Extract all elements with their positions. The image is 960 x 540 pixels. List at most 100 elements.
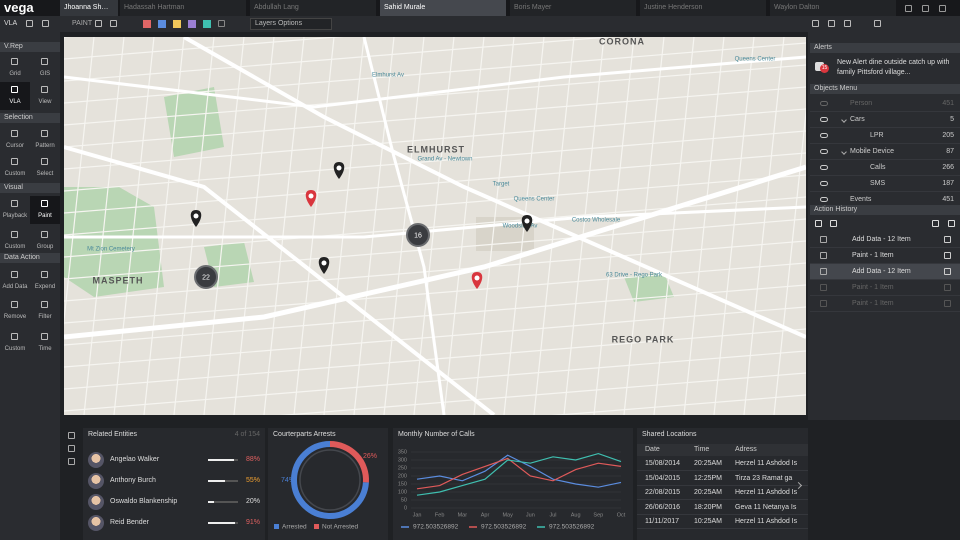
street bbox=[293, 37, 335, 415]
street bbox=[64, 108, 806, 170]
tab[interactable]: Hadassah Hartman bbox=[120, 0, 246, 16]
paint-label: PAINT bbox=[72, 20, 93, 27]
color-swatch[interactable] bbox=[203, 20, 211, 28]
table-cell: 10:25AM bbox=[694, 518, 723, 525]
color-swatch[interactable] bbox=[143, 20, 151, 28]
tool-button[interactable]: Playback bbox=[0, 196, 30, 224]
street bbox=[64, 306, 806, 368]
icon bbox=[11, 333, 18, 340]
mode-label[interactable]: VLA bbox=[4, 20, 18, 27]
panel-title: Action History bbox=[814, 206, 858, 213]
icon bbox=[874, 20, 881, 27]
tool-label: Expend bbox=[34, 284, 56, 290]
tool-button[interactable]: Cursor bbox=[0, 126, 30, 154]
dropdown-label: Layers Options bbox=[255, 20, 303, 27]
object-label: Calls bbox=[870, 164, 886, 171]
tool-button[interactable]: Group bbox=[30, 227, 60, 255]
icon bbox=[68, 445, 75, 452]
object-row[interactable]: Mobile Device 87 bbox=[810, 144, 960, 160]
street bbox=[64, 284, 806, 346]
color-swatch[interactable] bbox=[173, 20, 181, 28]
column-header: Date bbox=[645, 446, 660, 453]
layers-dropdown[interactable]: Layers Options bbox=[250, 18, 332, 30]
alert-text: New Alert dine outside catch up with fam… bbox=[837, 59, 950, 76]
toolbar bbox=[0, 16, 960, 32]
tool-button[interactable]: Grid bbox=[0, 54, 30, 82]
tool-button[interactable]: Remove bbox=[0, 297, 30, 325]
panel-header bbox=[810, 43, 960, 53]
tab[interactable]: Justine Henderson bbox=[640, 0, 766, 16]
tool-button[interactable]: Time bbox=[30, 329, 60, 357]
history-row[interactable]: Add Data - 12 Item bbox=[810, 232, 960, 248]
map-label: REGO PARK bbox=[612, 334, 675, 344]
history-row[interactable]: Paint - 1 Item bbox=[810, 296, 960, 312]
history-row[interactable]: Paint - 1 Item bbox=[810, 280, 960, 296]
tool-button[interactable]: View bbox=[30, 82, 60, 110]
icon bbox=[830, 220, 837, 227]
major-road bbox=[64, 55, 806, 109]
history-row[interactable]: Add Data - 12 Item bbox=[810, 264, 960, 280]
park bbox=[164, 87, 224, 157]
table-row-line bbox=[637, 499, 808, 500]
entity-name: Anthony Burch bbox=[110, 477, 156, 484]
icon bbox=[944, 236, 951, 243]
icon bbox=[944, 284, 951, 291]
object-row[interactable]: LPR 205 bbox=[810, 128, 960, 144]
cluster[interactable] bbox=[406, 223, 430, 247]
tab[interactable]: Waylon Dalton bbox=[770, 0, 896, 16]
history-label: Add Data - 12 Item bbox=[852, 236, 911, 243]
icon bbox=[218, 20, 225, 27]
entity-value: 91% bbox=[245, 519, 260, 526]
logo: vega bbox=[4, 0, 34, 15]
tab[interactable]: Jhoanna Shffery Murder bbox=[60, 0, 118, 16]
icon bbox=[932, 220, 939, 227]
history-label: Add Data - 12 Item bbox=[852, 268, 911, 275]
object-row[interactable]: Cars 5 bbox=[810, 112, 960, 128]
street bbox=[563, 37, 605, 415]
panel-header bbox=[810, 84, 960, 94]
tool-button[interactable]: Expend bbox=[30, 267, 60, 295]
color-swatch[interactable] bbox=[188, 20, 196, 28]
donut-label: 26% bbox=[363, 453, 377, 460]
cluster[interactable] bbox=[194, 265, 218, 289]
entity-count: 4 of 154 bbox=[234, 431, 260, 438]
object-row[interactable]: Person 451 bbox=[810, 96, 960, 112]
icon bbox=[815, 220, 822, 227]
icon bbox=[41, 86, 48, 93]
object-row[interactable]: Calls 266 bbox=[810, 160, 960, 176]
x-tick-label: Oct bbox=[617, 512, 626, 518]
tool-button[interactable]: Filter bbox=[30, 297, 60, 325]
column-header: Adress bbox=[735, 446, 757, 453]
tab-label: Jhoanna Shffery Murder bbox=[64, 4, 110, 11]
tab[interactable]: Sahid Murale bbox=[380, 0, 506, 16]
street bbox=[64, 37, 95, 327]
tab[interactable]: Abdullah Lang bbox=[250, 0, 376, 16]
street bbox=[113, 37, 155, 415]
eye-icon bbox=[820, 101, 828, 106]
map-label: Queens Center bbox=[514, 197, 555, 203]
object-row[interactable]: SMS 187 bbox=[810, 176, 960, 192]
tool-button[interactable]: GIS bbox=[30, 54, 60, 82]
legend-label: Arrested bbox=[282, 524, 307, 531]
tool-button[interactable]: VLA bbox=[0, 82, 30, 110]
tool-button[interactable]: Custom bbox=[0, 227, 30, 255]
tool-button[interactable]: Add Data bbox=[0, 267, 30, 295]
tool-button[interactable]: Custom bbox=[0, 154, 30, 182]
pin-dot bbox=[474, 275, 480, 281]
tab[interactable]: Boris Mayer bbox=[510, 0, 636, 16]
tool-button[interactable]: Custom bbox=[0, 329, 30, 357]
y-tick-label: 50 bbox=[401, 497, 407, 503]
map[interactable]: CORONA Queens Center Elmhurst Av ELMHURST Gr… bbox=[64, 37, 806, 415]
table-cell: 22/08/2015 bbox=[645, 489, 681, 496]
tool-button[interactable]: Pattern bbox=[30, 126, 60, 154]
tool-button[interactable]: Select bbox=[30, 154, 60, 182]
icon bbox=[944, 268, 951, 275]
legend-swatch bbox=[274, 524, 279, 529]
street bbox=[413, 37, 455, 415]
history-row[interactable]: Paint - 1 Item bbox=[810, 248, 960, 264]
tool-button[interactable]: Paint bbox=[30, 196, 60, 224]
table-cell: Tirza 23 Ramat ga bbox=[735, 474, 793, 482]
color-swatch[interactable] bbox=[158, 20, 166, 28]
legend-label: 972.503526892 bbox=[413, 524, 459, 531]
tab-label: Waylon Dalton bbox=[774, 4, 820, 11]
